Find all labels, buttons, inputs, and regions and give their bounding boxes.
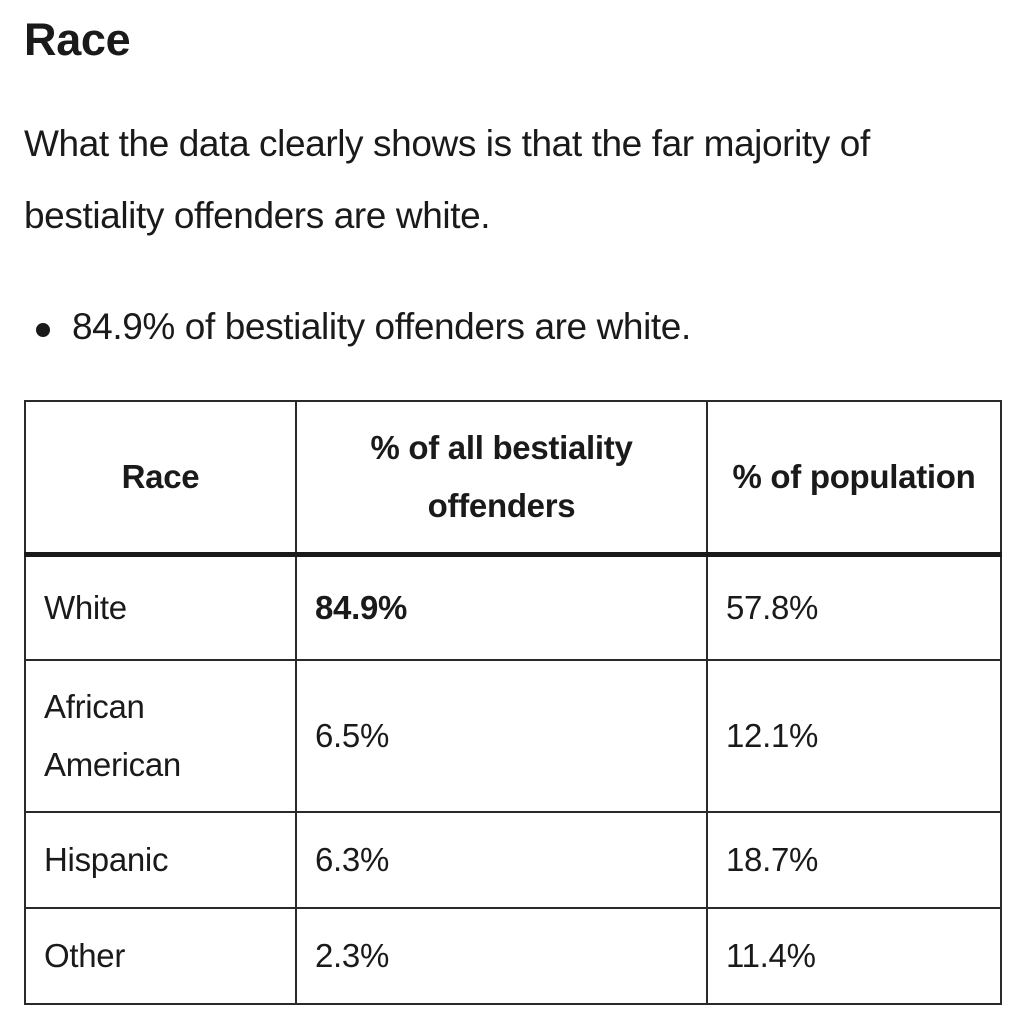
table-row: Hispanic 6.3% 18.7% <box>24 811 1002 909</box>
bullet-text: 84.9% of bestiality offenders are white. <box>72 306 691 347</box>
table-row: White 84.9% 57.8% <box>24 553 1002 661</box>
cell-population: 11.4% <box>706 907 1002 1005</box>
cell-race: Other <box>24 907 297 1005</box>
cell-race: Hispanic <box>24 811 297 909</box>
cell-offenders: 2.3% <box>295 907 708 1005</box>
bullet-list: 84.9% of bestiality offenders are white. <box>24 300 691 354</box>
section-heading: Race <box>24 14 131 65</box>
cell-race: African American <box>24 659 297 813</box>
header-population-percent: % of population <box>706 400 1002 557</box>
intro-paragraph: What the data clearly shows is that the … <box>24 123 870 236</box>
cell-population: 18.7% <box>706 811 1002 909</box>
cell-offenders: 6.5% <box>295 659 708 813</box>
cell-population: 12.1% <box>706 659 1002 813</box>
header-offenders-percent: % of all bestiality offenders <box>295 400 708 557</box>
cell-race: White <box>24 553 297 661</box>
table-header-row: Race % of all bestiality offenders % of … <box>24 400 1002 557</box>
cell-population: 57.8% <box>706 553 1002 661</box>
header-race: Race <box>24 400 297 557</box>
cell-offenders: 6.3% <box>295 811 708 909</box>
bullet-dot-icon <box>36 323 50 337</box>
cell-offenders: 84.9% <box>295 553 708 661</box>
race-table: Race % of all bestiality offenders % of … <box>24 400 1002 1005</box>
bullet-item: 84.9% of bestiality offenders are white. <box>24 300 691 354</box>
table-row: African American 6.5% 12.1% <box>24 659 1002 813</box>
table-row: Other 2.3% 11.4% <box>24 907 1002 1005</box>
